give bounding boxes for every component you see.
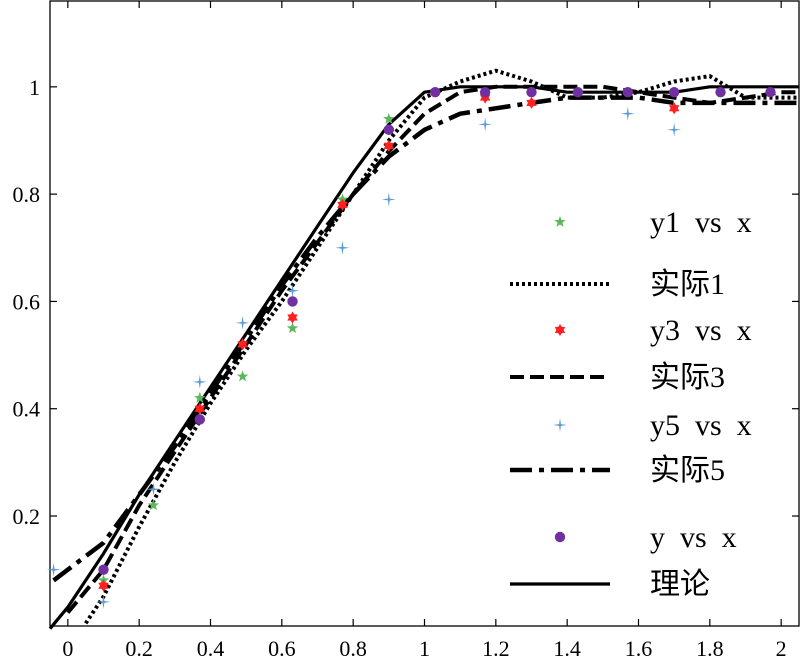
series-3-point (194, 402, 205, 415)
series-5-point (146, 482, 161, 497)
legend-item-2: 实际1 (510, 268, 725, 301)
series-7-point (668, 87, 680, 98)
series-8-line (48, 85, 799, 630)
series-7-point (287, 296, 298, 307)
series-7-point (622, 87, 633, 98)
series-7-point (572, 87, 584, 98)
legend-label: y vs x (650, 521, 737, 554)
legend-label: y5 vs x (650, 409, 752, 442)
x-tick-label: 1.2 (482, 636, 510, 661)
legend-item-5: y5 vs x (553, 409, 752, 442)
series-3-point (287, 311, 298, 324)
series-7-point (715, 87, 726, 98)
x-tick-label: 0 (62, 636, 73, 661)
series-7-point (526, 87, 537, 98)
series-7-point (430, 87, 441, 98)
series-lines (48, 68, 799, 630)
series-1-point (194, 392, 206, 403)
series-7-point (479, 87, 491, 98)
legend-label: 理论 (650, 568, 710, 601)
series-4-line (66, 84, 799, 614)
y-tick-label: 1 (29, 75, 40, 100)
legend-label: 实际5 (650, 454, 725, 487)
legend-label: y1 vs x (650, 206, 752, 239)
y-tick-label: 0.2 (13, 504, 41, 529)
axis-ticks: 0 0.2 0.4 0.6 0.8 1 1.2 1.4 1.6 1.8 2 0.2 0.4 0.6 0.8 1 (13, 1, 799, 661)
series-5-point (335, 240, 350, 255)
series-5-point (620, 106, 635, 121)
legend-marker-sample (554, 216, 566, 227)
series-5-point (46, 562, 61, 577)
y-tick-label: 0.8 (13, 182, 41, 207)
legend-label: y3 vs x (650, 314, 752, 347)
series-1-point (147, 499, 160, 511)
series-3-point (237, 338, 248, 351)
legend-marker-sample (553, 418, 567, 432)
series-6-line (52, 95, 799, 583)
series-1-point (236, 370, 249, 382)
series-5-point (192, 374, 207, 389)
legend-item-3: y3 vs x (554, 314, 752, 347)
legend-marker-sample (554, 531, 566, 543)
legend-item-7: y vs x (554, 521, 737, 554)
series-2-line (84, 68, 799, 625)
series-5-point (478, 117, 493, 132)
y-tick-label: 0.4 (13, 397, 41, 422)
y-tick-label: 0.6 (13, 289, 41, 314)
series-3-point (98, 579, 109, 592)
x-tick-label: 0.2 (125, 636, 153, 661)
series-3-point (337, 198, 348, 211)
series-5-point (381, 192, 396, 207)
series-3-point (668, 102, 680, 115)
legend-label: 实际3 (650, 361, 725, 394)
x-tick-label: 1.4 (553, 636, 581, 661)
legend-item-6: 实际5 (510, 454, 725, 487)
x-tick-label: 1.8 (696, 636, 724, 661)
series-7-point (194, 414, 205, 425)
series-1-point (286, 322, 299, 334)
legend-item-1: y1 vs x (554, 206, 752, 239)
x-tick-label: 1.6 (625, 636, 653, 661)
x-tick-label: 1 (419, 636, 430, 661)
legend-item-4: 实际3 (510, 361, 725, 394)
series-3-point (526, 96, 537, 109)
series-3-point (383, 139, 395, 152)
series-1-point (383, 113, 395, 124)
series-5-point (667, 122, 682, 137)
x-tick-label: 0.8 (339, 636, 367, 661)
series-markers (46, 87, 776, 609)
series-5-point (235, 315, 250, 330)
series-7-point (98, 564, 109, 575)
x-tick-label: 0.4 (197, 636, 225, 661)
series-7-point (765, 87, 776, 98)
legend-item-8: 理论 (510, 568, 710, 601)
series-5-point (285, 283, 300, 298)
x-tick-label: 2 (776, 636, 787, 661)
series-7-point (383, 124, 395, 135)
legend: y1 vs x 实际1 y3 vs x 实际3 y5 vs x 实际5 y vs x 理论 (510, 206, 752, 601)
legend-marker-sample (554, 324, 566, 336)
x-tick-label: 0.6 (268, 636, 296, 661)
series-5-point (96, 594, 111, 609)
legend-label: 实际1 (650, 268, 725, 301)
